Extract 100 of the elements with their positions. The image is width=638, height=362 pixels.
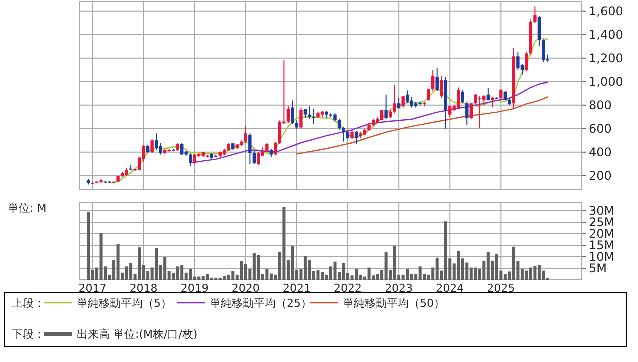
candlestick [248,133,252,165]
candlestick [338,119,342,131]
x-tick-label: 2023 [385,282,414,295]
candlestick [504,90,508,102]
bar [244,264,248,280]
candlestick [482,94,486,106]
bar [334,262,337,280]
bar [308,260,312,280]
bar [266,269,269,280]
candlestick [380,110,384,122]
bar [534,266,537,280]
candlestick [432,70,435,92]
candlestick [534,6,537,24]
candlestick [304,108,308,119]
x-tick-label: 2021 [282,282,311,295]
bar [164,257,167,280]
bar [342,263,346,280]
x-tick-label: 2019 [180,282,209,295]
x-tick-label: 2024 [436,282,464,295]
candlestick [461,90,464,104]
bar [504,274,507,280]
bar [304,256,307,280]
candlestick [384,94,388,120]
candlestick [354,130,358,145]
bar [138,248,142,280]
y-tick-label: 20M [589,227,615,242]
y-tick-label: 30M [589,204,615,218]
candlestick [402,96,405,108]
candlestick [150,138,154,154]
bar [538,265,541,280]
bar [525,270,528,280]
legend-label: 単純移動平均（50） [343,297,445,310]
bar [223,276,226,280]
bar [486,252,490,280]
y-tick-label: 1,400 [589,28,624,42]
candlestick [266,142,269,153]
bar [316,270,320,280]
candlestick [440,76,444,99]
bar [457,251,460,280]
bar [368,268,371,280]
bar [180,265,184,280]
bar [257,255,260,280]
x-tick-label: 2017 [78,282,107,295]
y-tick-label: 1,200 [589,51,624,66]
bar [474,268,478,280]
candlestick [180,143,184,156]
bar [155,248,158,280]
legend-label: 単純移動平均（5） [77,297,172,310]
bar [418,266,422,280]
bar [189,269,192,280]
legend-label: 単純移動平均（25） [210,297,312,310]
bar [444,222,448,280]
bar [198,276,201,280]
bar [176,266,180,280]
y-tick-label: 200 [589,168,612,183]
bar [252,253,256,280]
bar [206,274,210,280]
y-tick-label: 600 [589,122,612,136]
candlestick [457,87,460,110]
candlestick [491,96,494,108]
candlestick [466,101,469,126]
candlestick [406,90,410,104]
candlestick [291,100,294,125]
bar [125,266,128,280]
bar [227,274,230,280]
bar [130,263,133,280]
x-tick-label: 2025 [487,282,516,295]
bar [291,246,294,280]
bar [384,252,388,280]
candlestick [470,102,473,120]
x-tick-label: 2018 [130,282,158,295]
y-axis-title: 単位: M [8,202,47,215]
y-tick-label: 5M [589,262,607,276]
candlestick [427,88,430,102]
y-tick-label: 15M [589,238,615,253]
candlestick [410,96,414,108]
candlestick [189,153,192,167]
line-series [296,96,549,155]
bar [393,246,396,280]
bar [406,269,410,280]
bar [355,269,358,280]
candlestick [159,142,162,156]
y-tick-label: 25M [589,216,615,230]
x-tick-label: 2022 [334,282,362,295]
bar [116,244,120,280]
y-tick-label: 800 [589,98,612,112]
bar [232,271,235,280]
candlestick [516,52,520,71]
candlestick [525,52,528,72]
candlestick [274,141,278,156]
bar [495,254,498,280]
bar [529,268,532,280]
candlestick [500,89,503,100]
bar [466,262,469,280]
candlestick [436,68,439,92]
bar [320,272,324,280]
candlestick [278,120,282,145]
candlestick [244,125,248,144]
x-tick-label: 2020 [232,282,260,295]
bar [376,274,380,280]
